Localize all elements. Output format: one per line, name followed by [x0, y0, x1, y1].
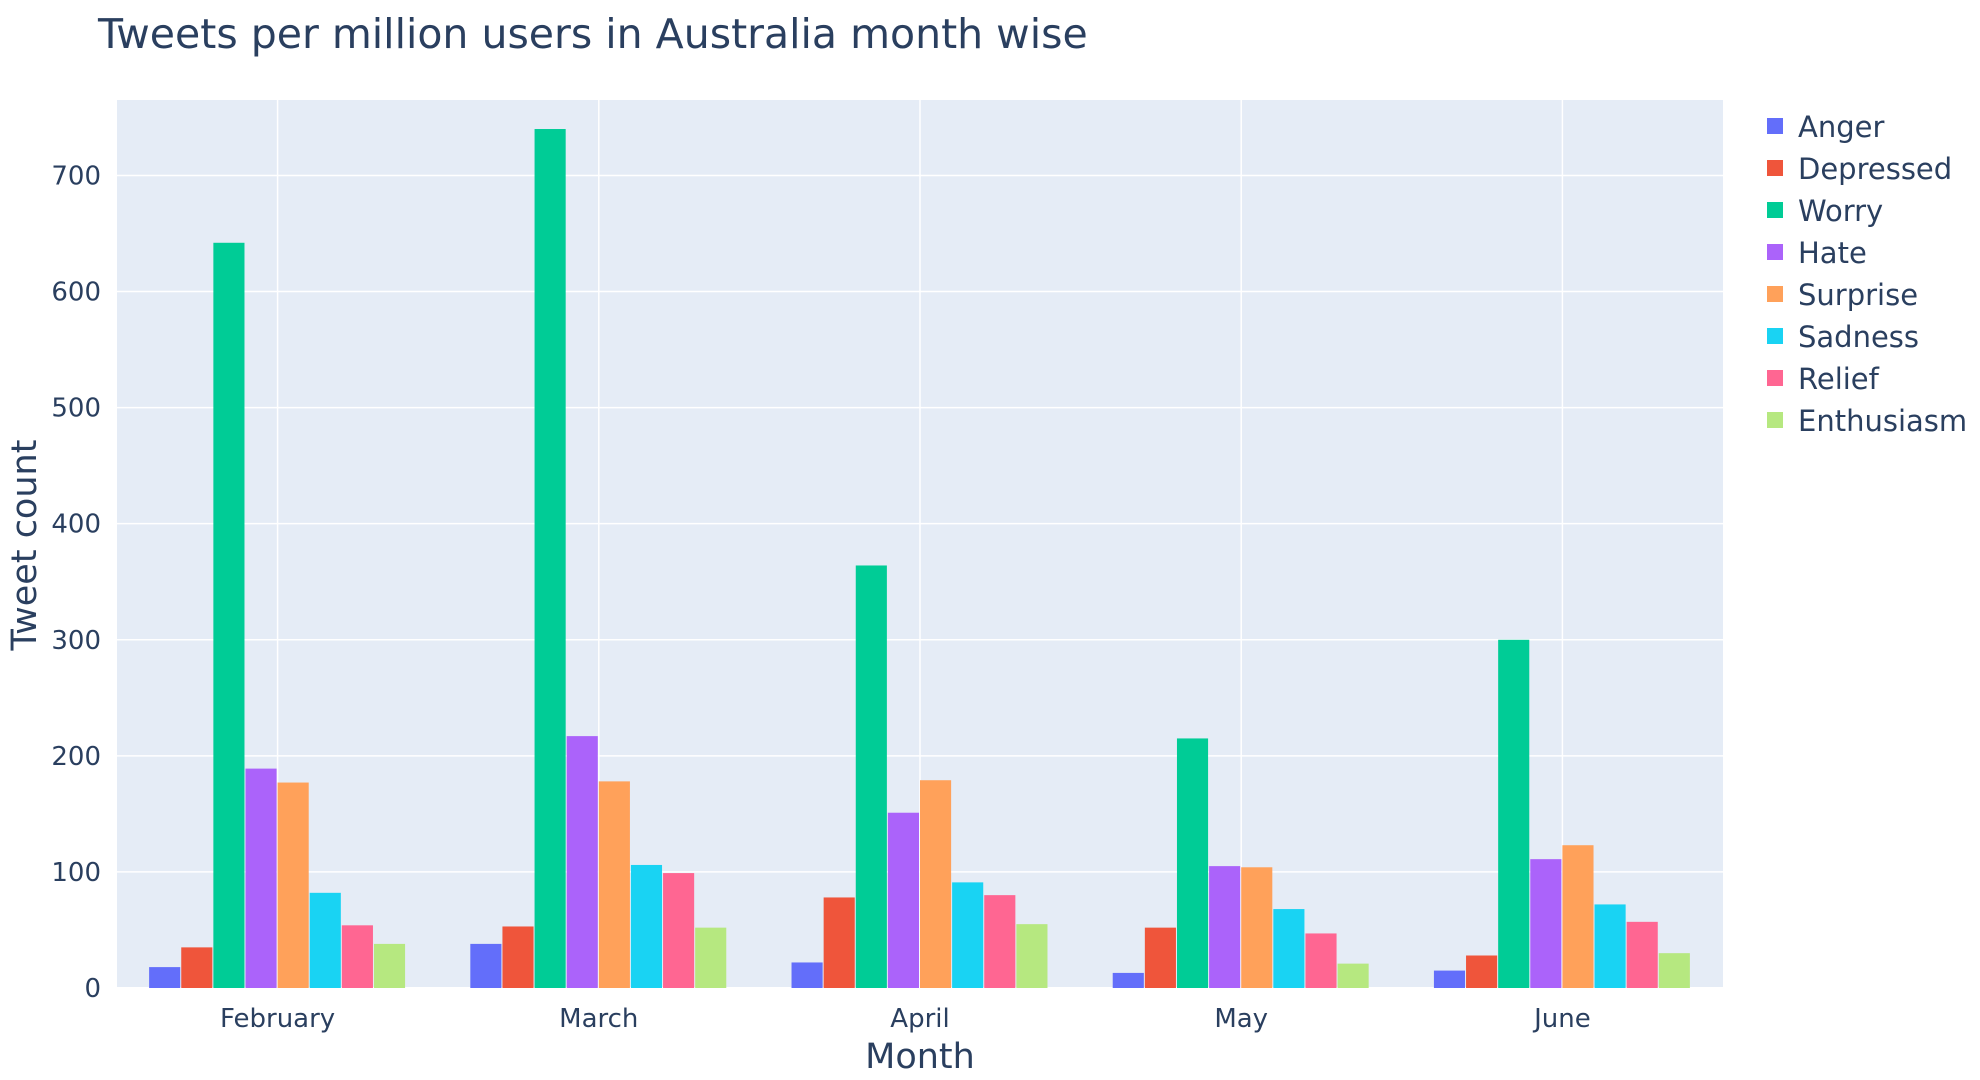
bar-surprise-may — [1241, 867, 1273, 988]
y-tick-label: 300 — [51, 626, 101, 656]
x-tick-label: May — [1214, 1004, 1268, 1034]
legend-item-depressed[interactable]: Depressed — [1767, 152, 1952, 186]
y-axis-title: Tweet count — [5, 440, 45, 652]
legend[interactable]: Anger Depressed Worry Hate Surprise Sadness Re… — [1767, 110, 1967, 438]
bar-hate-february — [245, 768, 277, 988]
legend-item-worry[interactable]: Worry — [1767, 194, 1883, 228]
legend-label: Hate — [1798, 236, 1867, 270]
legend-label: Relief — [1798, 362, 1880, 396]
bar-relief-february — [341, 925, 373, 988]
bar-sadness-april — [952, 882, 984, 988]
bar-worry-march — [534, 129, 566, 989]
bar-relief-april — [984, 895, 1016, 988]
legend-swatch — [1767, 412, 1783, 428]
bar-hate-may — [1209, 866, 1241, 988]
bar-enthusiasm-april — [1016, 924, 1048, 988]
bar-surprise-june — [1562, 845, 1594, 988]
x-axis-ticks: February March April May June — [220, 1004, 1591, 1034]
bar-hate-april — [887, 812, 919, 988]
y-axis-ticks: 0 100 200 300 400 500 600 700 — [51, 161, 101, 1004]
legend-item-surprise[interactable]: Surprise — [1767, 278, 1918, 312]
bar-sadness-february — [309, 892, 341, 988]
y-tick-label: 100 — [51, 858, 101, 888]
bar-relief-may — [1305, 933, 1337, 988]
chart-title: Tweets per million users in Australia mo… — [97, 10, 1088, 58]
bar-depressed-march — [502, 926, 534, 988]
bar-anger-june — [1433, 970, 1466, 988]
legend-swatch — [1767, 244, 1783, 260]
legend-label: Depressed — [1798, 152, 1952, 186]
legend-label: Sadness — [1798, 320, 1919, 354]
bar-sadness-march — [630, 864, 663, 988]
x-tick-label: April — [890, 1004, 949, 1034]
bar-relief-march — [663, 873, 695, 988]
legend-label: Worry — [1798, 194, 1883, 228]
bars — [149, 129, 1690, 989]
y-tick-label: 600 — [51, 278, 101, 308]
legend-label: Enthusiasm — [1798, 404, 1967, 438]
bar-worry-may — [1176, 738, 1209, 988]
bar-relief-june — [1626, 921, 1658, 988]
bar-sadness-may — [1273, 909, 1305, 988]
bar-anger-april — [791, 962, 823, 988]
x-tick-label: June — [1532, 1004, 1591, 1034]
legend-item-enthusiasm[interactable]: Enthusiasm — [1767, 404, 1967, 438]
legend-label: Anger — [1798, 110, 1884, 144]
bar-sadness-june — [1594, 904, 1626, 988]
bar-worry-april — [855, 565, 887, 988]
bar-depressed-february — [181, 947, 213, 988]
bar-surprise-february — [277, 782, 309, 988]
bar-enthusiasm-march — [695, 927, 727, 988]
bar-depressed-april — [823, 897, 855, 988]
bar-enthusiasm-february — [373, 943, 406, 988]
bar-hate-june — [1530, 859, 1562, 988]
legend-swatch — [1767, 160, 1783, 176]
y-tick-label: 500 — [51, 394, 101, 424]
y-tick-label: 400 — [51, 510, 101, 540]
bar-depressed-may — [1144, 927, 1176, 988]
legend-item-relief[interactable]: Relief — [1767, 362, 1880, 396]
bar-anger-march — [470, 943, 502, 988]
x-tick-label: February — [220, 1004, 335, 1034]
bar-surprise-april — [920, 780, 952, 988]
bar-enthusiasm-may — [1337, 963, 1369, 988]
legend-swatch — [1767, 118, 1783, 134]
x-tick-label: March — [559, 1004, 638, 1034]
bar-hate-march — [566, 736, 598, 988]
x-axis-title: Month — [865, 1037, 975, 1077]
legend-item-hate[interactable]: Hate — [1767, 236, 1867, 270]
y-tick-label: 0 — [84, 974, 101, 1004]
legend-swatch — [1767, 286, 1783, 302]
bar-worry-february — [213, 242, 245, 988]
legend-item-sadness[interactable]: Sadness — [1767, 320, 1919, 354]
bar-anger-february — [149, 967, 181, 988]
legend-swatch — [1767, 370, 1783, 386]
legend-item-anger[interactable]: Anger — [1767, 110, 1884, 144]
y-tick-label: 700 — [51, 161, 101, 191]
bar-worry-june — [1498, 639, 1530, 988]
bar-surprise-march — [598, 781, 630, 988]
legend-label: Surprise — [1798, 278, 1918, 312]
bar-anger-may — [1112, 972, 1144, 988]
bar-enthusiasm-june — [1658, 953, 1690, 988]
legend-swatch — [1767, 328, 1783, 344]
y-tick-label: 200 — [51, 742, 101, 772]
bar-depressed-june — [1466, 955, 1498, 988]
legend-swatch — [1767, 202, 1783, 218]
